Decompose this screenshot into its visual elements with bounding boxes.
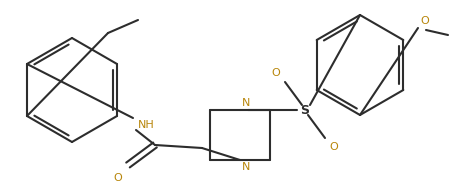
Text: NH: NH	[138, 120, 154, 130]
Text: N: N	[242, 162, 250, 172]
Text: O: O	[328, 142, 337, 152]
Text: O: O	[113, 173, 122, 183]
Text: S: S	[300, 104, 309, 117]
Text: O: O	[419, 16, 428, 26]
Text: N: N	[242, 98, 250, 108]
Text: O: O	[271, 68, 279, 78]
